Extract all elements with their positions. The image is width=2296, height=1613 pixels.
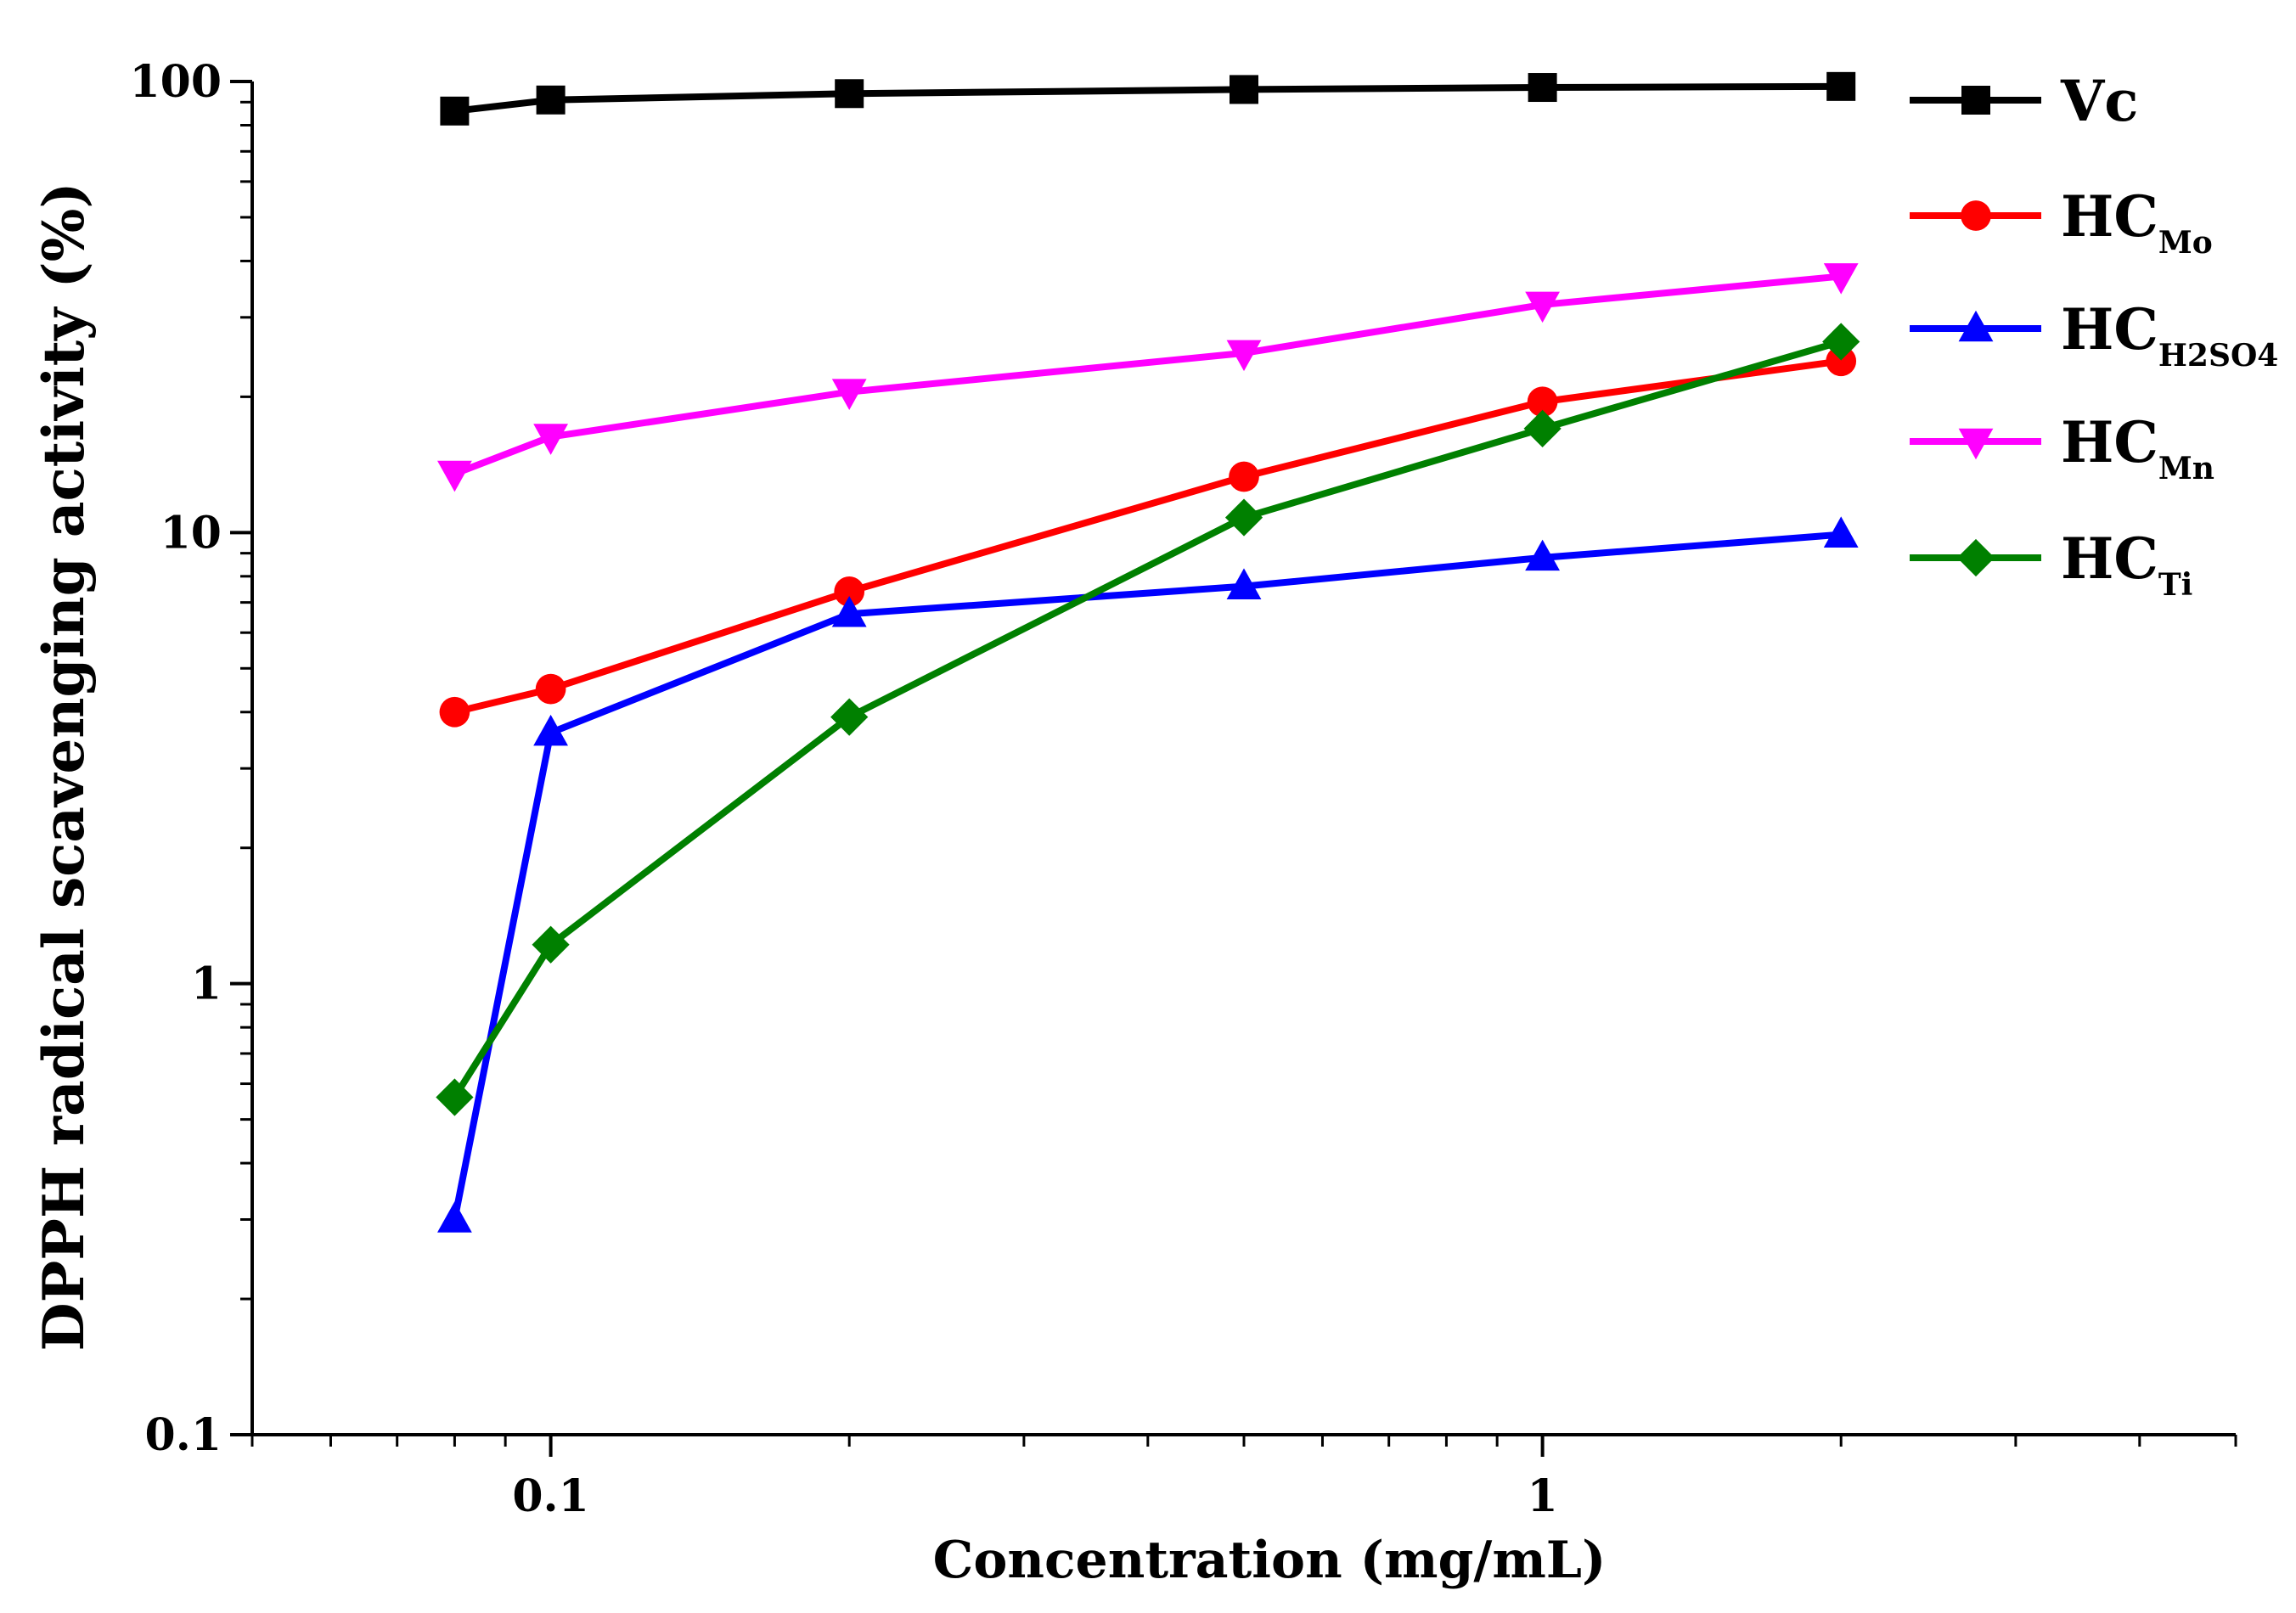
axes: 0.1 1 10 100 0.1 1 Concentration (mg/mL) DPPH r…	[31, 56, 2237, 1590]
x-axis-title: Concentration (mg/mL)	[933, 1531, 1607, 1590]
y-tick-label: 10	[160, 507, 222, 559]
series-hc-ti	[436, 323, 1860, 1116]
data-point	[1230, 75, 1258, 104]
legend-item: HCH2SO4	[1910, 296, 2278, 374]
series-line	[453, 273, 1842, 477]
data-point	[436, 1078, 474, 1116]
data-point	[1226, 568, 1262, 599]
legend-label: Vc	[2060, 68, 2138, 134]
data-point	[532, 925, 570, 964]
y-tick-label: 0.1	[145, 1409, 222, 1461]
series-hc-mo	[439, 346, 1857, 728]
legend-label-subscript: H2SO4	[2158, 338, 2278, 374]
data-point	[830, 698, 869, 736]
legend-label-subscript: Mo	[2158, 225, 2213, 261]
data-point	[1826, 346, 1857, 377]
legend-item: HCTi	[1910, 525, 2192, 603]
series-line	[453, 357, 1842, 716]
legend-label-subscript: Ti	[2158, 567, 2192, 603]
data-point	[1528, 73, 1557, 103]
y-tick-label: 100	[129, 56, 222, 108]
legend-marker	[1956, 538, 1995, 577]
data-point	[535, 673, 566, 705]
data-point	[1523, 409, 1562, 447]
data-point	[1822, 323, 1860, 361]
data-point	[831, 595, 867, 627]
data-point	[536, 85, 566, 115]
data-point	[1527, 386, 1558, 418]
data-point	[1224, 498, 1263, 537]
data-point	[439, 696, 470, 728]
legend-item: Vc	[1910, 68, 2138, 134]
data-point	[440, 96, 470, 126]
data-point	[1823, 516, 1859, 548]
legend-item: HCMo	[1910, 183, 2213, 261]
series-line	[453, 82, 1842, 115]
legend-label-main: HC	[2061, 183, 2158, 250]
legend-marker	[1961, 86, 1990, 115]
data-point	[1826, 71, 1856, 101]
legend-label-main: Vc	[2060, 68, 2138, 134]
y-axis-title: DPPH radical scavenging activity (%)	[31, 182, 97, 1351]
legend-marker	[1958, 310, 1994, 342]
series-hc-mn	[437, 263, 1859, 492]
data-point	[533, 424, 569, 455]
x-tick-label: 1	[1528, 1470, 1558, 1522]
series-hc-h2so4	[437, 516, 1859, 1233]
data-point	[437, 460, 472, 492]
data-point	[1823, 263, 1859, 295]
y-tick-label: 1	[191, 958, 222, 1010]
data-point	[1525, 539, 1561, 571]
data-point	[437, 1201, 472, 1233]
data-point	[1229, 461, 1259, 492]
series-line	[452, 338, 1843, 1099]
series-layer	[436, 71, 1860, 1233]
series-line	[451, 531, 1842, 1221]
legend-marker	[1961, 200, 1991, 231]
legend-marker	[1958, 428, 1994, 460]
legend-label-main: HC	[2061, 409, 2158, 475]
data-point	[533, 714, 569, 746]
data-point	[1525, 291, 1561, 323]
legend-label: HCH2SO4	[2061, 296, 2278, 374]
legend-item: HCMn	[1910, 409, 2214, 486]
data-point	[831, 379, 867, 410]
legend-label: HCMo	[2061, 183, 2213, 261]
legend-label-main: HC	[2061, 296, 2158, 363]
data-point	[835, 79, 864, 109]
legend-label-subscript: Mn	[2158, 451, 2214, 486]
legend-label-main: HC	[2061, 525, 2158, 592]
legend-label: HCMn	[2061, 409, 2214, 486]
x-tick-label: 0.1	[512, 1470, 588, 1522]
data-point	[834, 576, 865, 607]
data-point	[1226, 340, 1262, 372]
series-vc	[440, 71, 1856, 126]
legend-label: HCTi	[2061, 525, 2192, 603]
